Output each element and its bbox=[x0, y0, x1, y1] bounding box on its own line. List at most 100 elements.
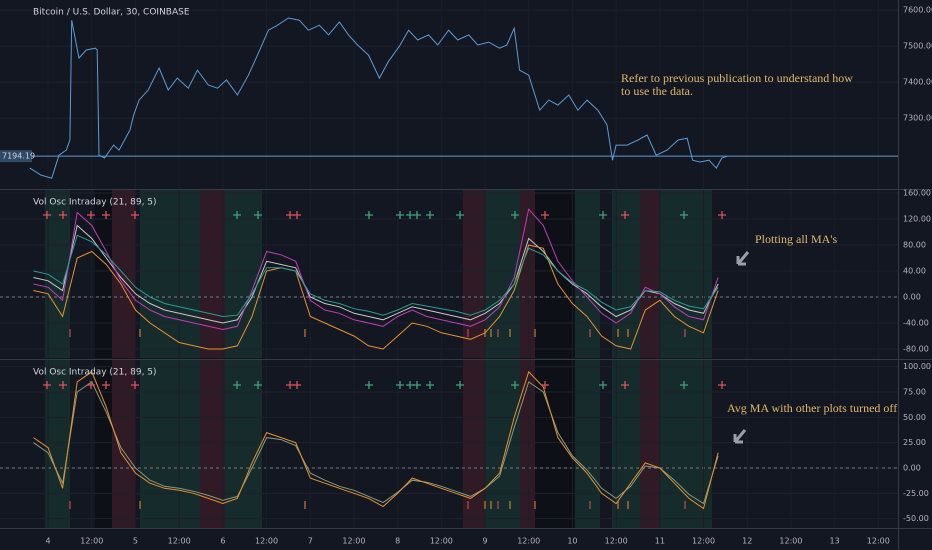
signal-band bbox=[140, 360, 200, 528]
annotation: Plotting all MA's bbox=[755, 232, 838, 246]
signal-band bbox=[95, 190, 112, 358]
signal-band bbox=[485, 360, 520, 528]
signal-plus bbox=[131, 381, 139, 389]
signal-plus bbox=[43, 381, 51, 389]
pane-title: Vol Osc Intraday (21, 89, 5) bbox=[33, 198, 157, 208]
x-tick-label: 9 bbox=[483, 537, 488, 546]
signal-plus bbox=[233, 211, 241, 219]
signal-plus bbox=[621, 381, 629, 389]
chart-title: Bitcoin / U.S. Dollar, 30, COINBASE bbox=[33, 8, 190, 18]
y-tick-label: 25.00 bbox=[903, 438, 926, 447]
x-tick-label: 11 bbox=[655, 537, 665, 546]
x-tick-label: 12:00 bbox=[779, 537, 802, 546]
signal-band bbox=[463, 190, 485, 358]
series-line bbox=[33, 244, 719, 350]
last-value-box bbox=[0, 150, 32, 163]
x-tick-label: 12 bbox=[742, 537, 752, 546]
y-tick-label: 7300.00 bbox=[903, 114, 932, 123]
signal-plus bbox=[413, 211, 421, 219]
signal-plus bbox=[365, 211, 373, 219]
signal-plus bbox=[43, 211, 51, 219]
x-tick-label: 12:00 bbox=[605, 537, 628, 546]
y-tick-label: 75.00 bbox=[903, 388, 926, 397]
signal-bands bbox=[45, 190, 712, 528]
signal-plus bbox=[286, 211, 294, 219]
signal-band bbox=[535, 190, 575, 358]
signal-plus bbox=[59, 211, 67, 219]
signal-band bbox=[45, 360, 70, 528]
x-tick-label: 10 bbox=[567, 537, 577, 546]
series-line bbox=[33, 224, 719, 324]
x-tick-label: 5 bbox=[133, 537, 138, 546]
signal-band bbox=[520, 360, 535, 528]
y-tick-label: 7400.00 bbox=[903, 78, 932, 87]
y-tick-label: -40.00 bbox=[903, 319, 929, 328]
series-line bbox=[33, 234, 719, 318]
x-tick-label: 7 bbox=[308, 537, 313, 546]
signal-plus bbox=[396, 211, 404, 219]
signal-band bbox=[612, 190, 640, 358]
signal-plus bbox=[286, 381, 294, 389]
signal-plus bbox=[680, 211, 688, 219]
signal-band bbox=[112, 360, 135, 528]
annotation: Refer to previous publication to underst… bbox=[621, 71, 853, 98]
signal-band bbox=[140, 190, 200, 358]
signal-plus bbox=[87, 381, 95, 389]
signal-plus bbox=[426, 211, 434, 219]
signal-plus bbox=[87, 211, 95, 219]
signal-plus bbox=[365, 381, 373, 389]
y-tick-label: -25.00 bbox=[903, 489, 929, 498]
signal-band bbox=[225, 190, 262, 358]
plot-lines bbox=[0, 17, 898, 510]
x-tick-label: 6 bbox=[220, 537, 225, 546]
signal-band bbox=[612, 360, 640, 528]
signal-band bbox=[225, 360, 262, 528]
signal-plus bbox=[541, 381, 549, 389]
signal-plus bbox=[102, 381, 110, 389]
x-tick-label: 4 bbox=[46, 537, 51, 546]
series-line bbox=[29, 17, 728, 179]
x-tick-label: 12:00 bbox=[517, 537, 540, 546]
signal-plus bbox=[293, 211, 301, 219]
x-tick-label: 13 bbox=[830, 537, 840, 546]
signal-plus bbox=[511, 381, 519, 389]
signal-band bbox=[575, 190, 600, 358]
signal-band bbox=[95, 360, 112, 528]
series-line bbox=[33, 370, 719, 510]
signal-plus bbox=[131, 211, 139, 219]
signal-band bbox=[463, 360, 485, 528]
signal-band bbox=[640, 190, 660, 358]
signal-plus bbox=[599, 211, 607, 219]
y-tick-label: 120.00 bbox=[903, 214, 931, 223]
signal-plus bbox=[406, 211, 414, 219]
y-tick-label: 100.00 bbox=[903, 362, 931, 371]
last-value-label: 7194.19 bbox=[2, 152, 35, 161]
signal-plus bbox=[406, 381, 414, 389]
pane-title: Vol Osc Intraday (21, 89, 5) bbox=[33, 368, 157, 378]
signal-band bbox=[640, 360, 660, 528]
x-tick-label: 12:00 bbox=[80, 537, 103, 546]
signal-plus bbox=[541, 211, 549, 219]
x-tick-label: 8 bbox=[395, 537, 400, 546]
signal-plus bbox=[293, 381, 301, 389]
arrow bbox=[736, 251, 750, 266]
signal-plus bbox=[718, 211, 726, 219]
signal-band bbox=[535, 360, 575, 528]
y-tick-label: -80.00 bbox=[903, 345, 929, 354]
y-tick-label: 160.00 bbox=[903, 188, 931, 197]
series-line bbox=[33, 381, 719, 505]
y-tick-label: -50.00 bbox=[903, 514, 929, 523]
x-tick-label: 12:00 bbox=[342, 537, 365, 546]
signal-marks bbox=[43, 211, 726, 509]
x-tick-label: 12:00 bbox=[692, 537, 715, 546]
signal-plus bbox=[718, 381, 726, 389]
y-tick-label: 50.00 bbox=[903, 413, 926, 422]
x-tick-label: 12:00 bbox=[867, 537, 890, 546]
signal-band bbox=[575, 360, 600, 528]
y-tick-label: 0.00 bbox=[903, 464, 921, 473]
signal-plus bbox=[599, 381, 607, 389]
signal-plus bbox=[456, 381, 464, 389]
